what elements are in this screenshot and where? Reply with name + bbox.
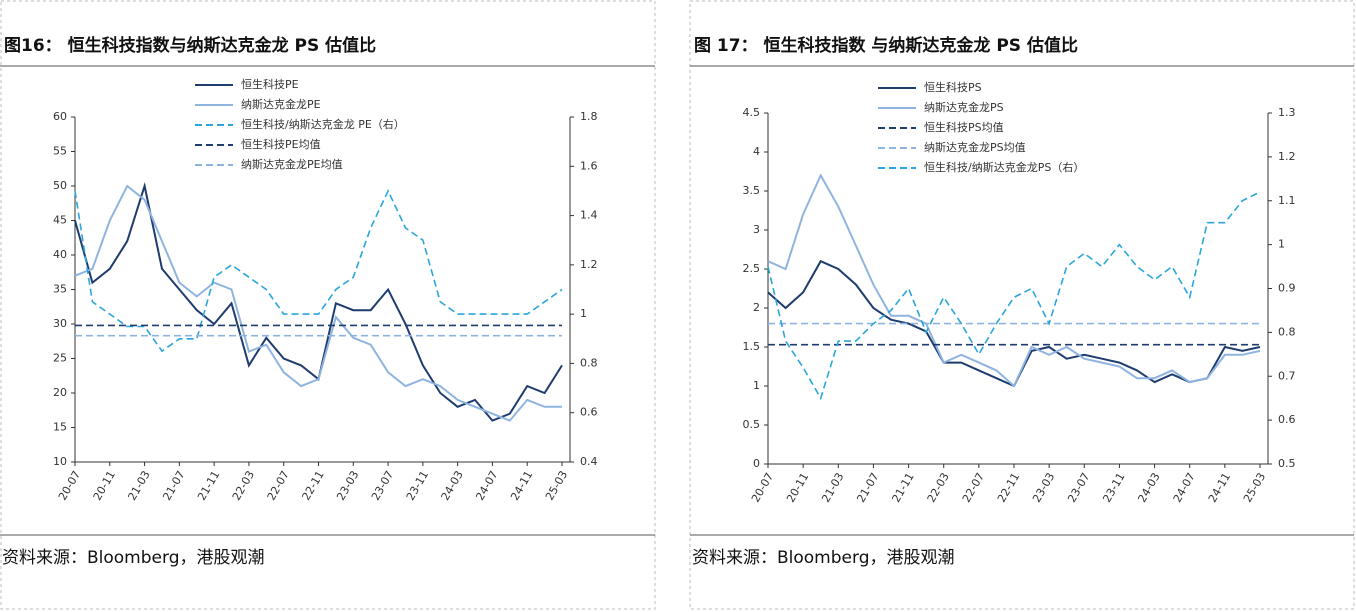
x-tick-label: 20-07 [749, 471, 776, 505]
series-line [74, 189, 563, 353]
x-tick-label: 22-07 [265, 469, 292, 503]
legend-label: 恒生科技/纳斯达克金龙 PE（右） [241, 117, 405, 131]
source-note: 资料来源：Bloomberg，港股观潮 [2, 548, 264, 568]
y-tick-label: 40 [53, 248, 67, 261]
legend-label: 纳斯达克金龙PE均值 [241, 157, 343, 171]
x-tick-label: 23-07 [369, 469, 396, 503]
series-line [767, 173, 1261, 388]
y-tick-label: 0 [753, 457, 760, 470]
y2-tick-label: 1.2 [580, 258, 598, 271]
y2-tick-label: 1 [580, 307, 587, 320]
x-tick-label: 24-03 [439, 469, 466, 503]
x-tick-label: 24-11 [1206, 471, 1233, 505]
legend-label: 纳斯达克金龙PS [924, 100, 1004, 114]
legend-label: 纳斯达克金龙PS均值 [924, 140, 1026, 154]
series-line [767, 191, 1261, 401]
chart-title: 图 17： 恒生科技指数 与纳斯达克金龙 PS 估值比 [694, 35, 1078, 56]
x-tick-label: 23-11 [1100, 471, 1127, 505]
y2-tick-label: 1.6 [580, 159, 598, 172]
y-tick-label: 0.5 [743, 418, 761, 431]
y-tick-label: 3 [753, 223, 760, 236]
x-tick-label: 23-11 [404, 469, 431, 503]
y-tick-label: 30 [53, 317, 67, 330]
y-tick-label: 25 [53, 352, 67, 365]
y-tick-label: 10 [53, 455, 67, 468]
legend-label: 恒生科技PS [924, 80, 982, 94]
x-tick-label: 23-07 [1065, 471, 1092, 505]
y2-tick-label: 0.8 [1278, 325, 1296, 338]
y2-tick-label: 1.4 [580, 209, 598, 222]
x-tick-label: 20-11 [91, 469, 118, 503]
y-tick-label: 3.5 [743, 184, 761, 197]
y-tick-label: 20 [53, 386, 67, 399]
y2-tick-label: 0.7 [1278, 369, 1296, 382]
y-tick-label: 2.5 [743, 262, 761, 275]
legend-label: 恒生科技PE均值 [241, 137, 321, 151]
x-tick-label: 24-07 [1171, 471, 1198, 505]
y2-tick-label: 0.4 [580, 455, 598, 468]
x-tick-label: 22-07 [960, 471, 987, 505]
x-tick-label: 25-03 [543, 469, 570, 503]
y2-tick-label: 1 [1278, 238, 1285, 251]
x-tick-label: 24-07 [473, 469, 500, 503]
legend-label: 恒生科技/纳斯达克金龙PS（右） [924, 160, 1084, 174]
y-tick-label: 1.5 [743, 340, 761, 353]
x-tick-label: 21-11 [195, 469, 222, 503]
panel-frame [0, 0, 656, 610]
y-tick-label: 15 [53, 421, 67, 434]
x-tick-label: 22-03 [230, 469, 257, 503]
x-tick-label: 25-03 [1241, 471, 1268, 505]
y2-tick-label: 0.5 [1278, 457, 1296, 470]
x-tick-label: 22-11 [299, 469, 326, 503]
y-tick-label: 45 [53, 214, 67, 227]
chart-title: 图16： 恒生科技指数与纳斯达克金龙 PS 估值比 [4, 35, 376, 56]
y2-tick-label: 1.8 [580, 110, 598, 123]
x-tick-label: 21-03 [819, 471, 846, 505]
legend-label: 恒生科技PS均值 [924, 120, 1004, 134]
series-line [74, 182, 563, 422]
x-tick-label: 23-03 [1030, 471, 1057, 505]
x-tick-label: 20-07 [56, 469, 83, 503]
y-tick-label: 1 [753, 379, 760, 392]
y2-tick-label: 1.1 [1278, 194, 1296, 207]
x-tick-label: 21-03 [126, 469, 153, 503]
x-tick-label: 22-03 [925, 471, 952, 505]
x-tick-label: 21-07 [160, 469, 187, 503]
y-tick-label: 35 [53, 283, 67, 296]
y2-tick-label: 1.2 [1278, 150, 1296, 163]
y-tick-label: 50 [53, 179, 67, 192]
y-tick-label: 2 [753, 301, 760, 314]
y-tick-label: 55 [53, 145, 67, 158]
x-tick-label: 20-11 [784, 471, 811, 505]
x-tick-label: 23-03 [334, 469, 361, 503]
y2-tick-label: 0.8 [580, 356, 598, 369]
legend-label: 纳斯达克金龙PE [241, 97, 321, 111]
y2-tick-label: 0.9 [1278, 282, 1296, 295]
y-tick-label: 60 [53, 110, 67, 123]
y-tick-label: 4 [753, 145, 760, 158]
x-tick-label: 21-07 [854, 471, 881, 505]
panel-frame [689, 0, 1355, 610]
y2-tick-label: 0.6 [1278, 413, 1296, 426]
source-note: 资料来源：Bloomberg，港股观潮 [692, 548, 954, 568]
y-tick-label: 4.5 [743, 106, 761, 119]
x-tick-label: 24-11 [508, 469, 535, 503]
legend-label: 恒生科技PE [241, 77, 299, 91]
x-tick-label: 24-03 [1136, 471, 1163, 505]
y2-tick-label: 1.3 [1278, 106, 1296, 119]
x-tick-label: 21-11 [890, 471, 917, 505]
series-line [74, 184, 562, 422]
y2-tick-label: 0.6 [580, 406, 598, 419]
x-tick-label: 22-11 [995, 471, 1022, 505]
